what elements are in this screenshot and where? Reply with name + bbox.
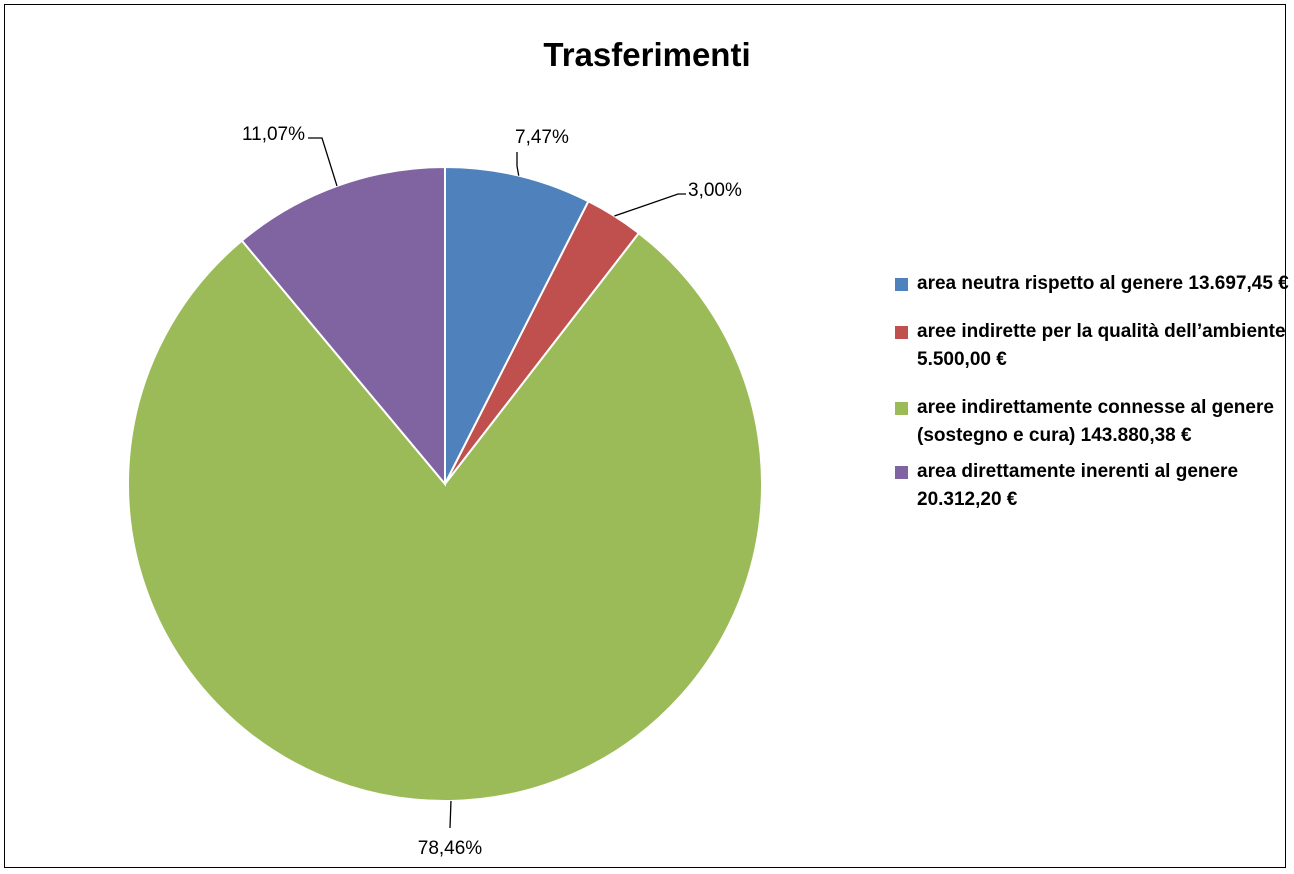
chart-legend: area neutra rispetto al genere 13.697,45… xyxy=(895,270,1290,514)
legend-swatch-0 xyxy=(895,278,908,291)
leader-line-2 xyxy=(449,800,452,829)
leader-line-1 xyxy=(614,193,686,217)
leader-line-0 xyxy=(516,152,520,176)
data-label-0: 7,47% xyxy=(515,127,569,148)
data-label-1: 3,00% xyxy=(688,180,742,201)
legend-label-0: area neutra rispetto al genere 13.697,45… xyxy=(917,273,1289,294)
legend-label-1: aree indirette per la qualità dell’ambie… xyxy=(917,321,1286,370)
legend-item-3: area direttamente inerenti al genere 20.… xyxy=(895,458,1290,514)
data-label-3: 11,07% xyxy=(242,124,305,145)
pie-slice-3 xyxy=(240,165,446,487)
pie-slice-2 xyxy=(127,231,763,802)
pie-slice-0 xyxy=(444,165,590,485)
legend-swatch-3 xyxy=(895,466,908,479)
data-label-2: 78,46% xyxy=(418,838,483,859)
legend-item-1: aree indirette per la qualità dell’ambie… xyxy=(895,318,1290,374)
chart-title: Trasferimenti xyxy=(543,36,751,73)
legend-label-2: aree indirettamente connesse al genere (… xyxy=(917,397,1274,446)
legend-label-3: area direttamente inerenti al genere 20.… xyxy=(917,461,1239,510)
legend-item-0: area neutra rispetto al genere 13.697,45… xyxy=(895,270,1290,298)
legend-swatch-1 xyxy=(895,326,908,339)
legend-swatch-2 xyxy=(895,402,908,415)
legend-item-2: aree indirettamente connesse al genere (… xyxy=(895,394,1290,450)
leader-line-3 xyxy=(308,137,338,187)
